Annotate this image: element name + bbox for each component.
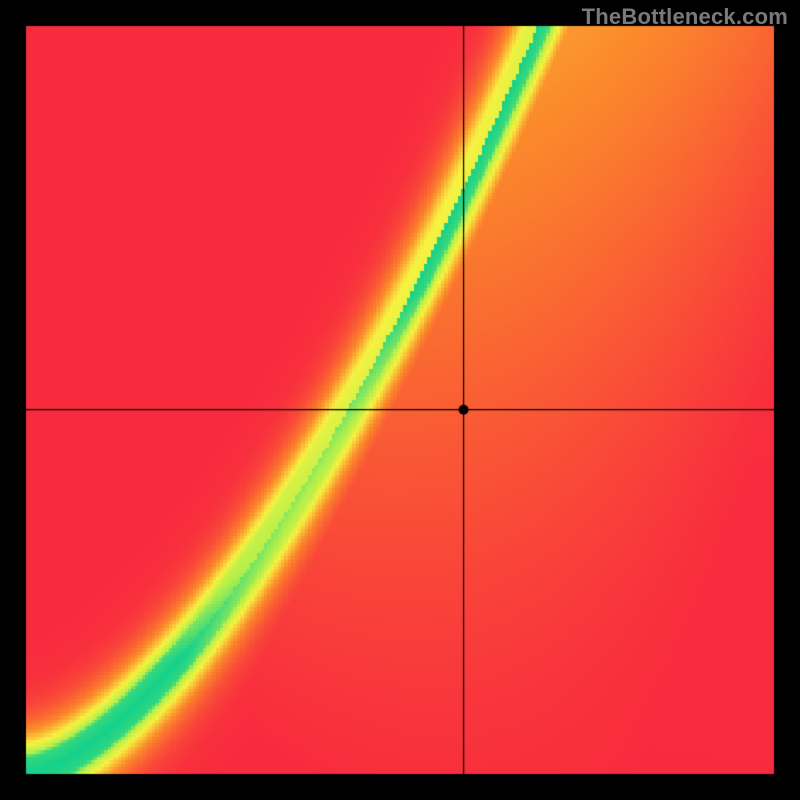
- watermark-text: TheBottleneck.com: [582, 4, 788, 30]
- chart-container: TheBottleneck.com: [0, 0, 800, 800]
- heatmap-canvas: [0, 0, 800, 800]
